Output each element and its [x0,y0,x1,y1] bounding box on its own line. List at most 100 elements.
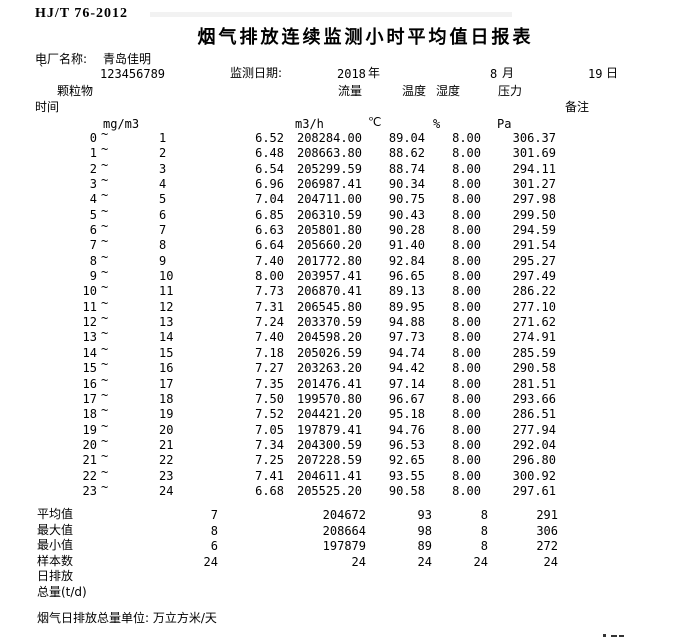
hour-end-value: 20 [159,422,174,437]
temp-value: 96.53 [388,437,425,452]
hour-start-value: 2 [89,161,97,176]
hour-start-value: 18 [82,407,97,422]
summary-pm-value: 24 [203,554,218,569]
temp-value: 88.74 [388,161,425,176]
footer-note: 烟气日排放总量单位: 万立方米/天 [37,611,217,625]
temp-value: 89.13 [388,284,425,299]
pressure-value: 293.66 [512,391,556,406]
pm-value: 7.41 [255,468,284,483]
range-separator: ~ [101,249,109,264]
range-separator: ~ [101,173,109,188]
pm-value: 6.68 [255,483,284,498]
pressure-value: 297.49 [512,269,556,284]
humidity-value: 8.00 [452,407,481,422]
scan-artifact [150,12,512,17]
day-value: 19 [588,67,603,81]
table-row: 0 ~ 1 6.52 208284.00 89.04 8.00 306.37 [0,127,675,146]
summary-label: 最小值 [37,538,74,552]
flow-value: 204421.20 [296,407,362,422]
humidity-value: 8.00 [452,284,481,299]
humidity-value: 8.00 [452,468,481,483]
summary-pm-value: 6 [210,539,218,553]
hour-start-value: 16 [82,376,97,391]
temp-value: 96.67 [388,391,425,406]
table-row: 12 ~ 13 7.24 203370.59 94.88 8.00 271.62 [0,311,675,330]
pressure-value: 297.61 [512,483,556,498]
hour-end-value: 19 [159,407,174,422]
pm-value: 7.27 [255,361,284,376]
range-separator: ~ [101,479,109,494]
summary-rows: 平均值 7 204672 93 8 291 最大值 8 208664 98 8 … [0,507,675,600]
hour-start-value: 19 [82,422,97,437]
humidity-value: 8.00 [452,146,481,161]
range-separator: ~ [101,127,109,141]
pm-value: 7.73 [255,284,284,299]
hour-end-value: 13 [159,315,174,330]
summary-humidity-value: 8 [480,523,488,538]
table-row: 3 ~ 4 6.96 206987.41 90.34 8.00 301.27 [0,173,675,192]
pressure-value: 277.94 [512,422,556,437]
temp-value: 90.43 [388,207,425,222]
unit-label-temp: ℃ [368,115,382,129]
flow-value: 206545.80 [296,299,362,314]
summary-pressure-value: 306 [536,523,558,538]
flow-value: 205525.20 [296,483,362,498]
summary-row: 日排放 [0,569,675,585]
summary-label: 最大值 [37,522,74,537]
range-separator: ~ [101,265,109,280]
flow-value: 203263.20 [296,361,362,376]
hour-start-value: 22 [82,468,97,483]
hour-start-value: 20 [82,437,97,452]
hour-end-value: 21 [159,437,174,452]
hour-start-value: 0 [89,131,97,145]
table-row: 8 ~ 9 7.40 201772.80 92.84 8.00 295.27 [0,250,675,269]
range-separator: ~ [101,387,109,402]
column-header-humidity: 湿度 [436,84,461,98]
flow-value: 206310.59 [296,207,362,222]
pressure-value: 294.11 [512,161,556,176]
pm-value: 6.85 [255,207,284,222]
pressure-value: 281.51 [512,376,556,391]
summary-pressure-value: 272 [536,539,558,553]
range-separator: ~ [101,295,109,310]
plant-name-value: 青岛佳明 [103,52,152,66]
humidity-value: 8.00 [452,207,481,222]
page-edge-fragment-dash [619,635,624,637]
table-row: 1 ~ 2 6.48 208663.80 88.62 8.00 301.69 [0,142,675,161]
pm-value: 7.34 [255,437,284,452]
pressure-value: 301.69 [512,146,556,161]
pm-value: 7.52 [255,407,284,422]
temp-value: 89.04 [388,131,425,145]
humidity-value: 8.00 [452,299,481,314]
column-header-time: 时间 [35,100,60,114]
hour-start-value: 7 [89,238,97,253]
range-separator: ~ [101,326,109,341]
temp-value: 94.74 [388,345,425,360]
temp-value: 96.65 [388,269,425,284]
humidity-value: 8.00 [452,253,481,268]
table-row: 7 ~ 8 6.64 205660.20 91.40 8.00 291.54 [0,234,675,253]
day-unit-label: 日 [606,66,619,80]
hour-start-value: 9 [89,269,97,284]
pm-value: 6.48 [255,146,284,161]
humidity-value: 8.00 [452,238,481,253]
temp-value: 91.40 [388,238,425,253]
page-edge-fragment-dot [603,634,606,637]
table-row: 5 ~ 6 6.85 206310.59 90.43 8.00 299.50 [0,204,675,223]
temp-value: 92.65 [388,453,425,468]
pm-value: 6.63 [255,223,284,238]
temp-value: 89.95 [388,299,425,314]
flow-value: 206987.41 [296,177,362,192]
table-row: 17 ~ 18 7.50 199570.80 96.67 8.00 293.66 [0,388,675,407]
pm-value: 6.54 [255,161,284,176]
standard-number: HJ/T 76-2012 [35,6,129,21]
pm-value: 7.18 [255,345,284,360]
table-row: 18 ~ 19 7.52 204421.20 95.18 8.00 286.51 [0,403,675,422]
humidity-value: 8.00 [452,223,481,238]
summary-flow-value: 208664 [322,523,366,538]
hour-start-value: 3 [89,177,97,192]
pressure-value: 301.27 [512,177,556,192]
pm-value: 7.04 [255,192,284,207]
hour-start-value: 4 [89,192,97,207]
flow-value: 201476.41 [296,376,362,391]
